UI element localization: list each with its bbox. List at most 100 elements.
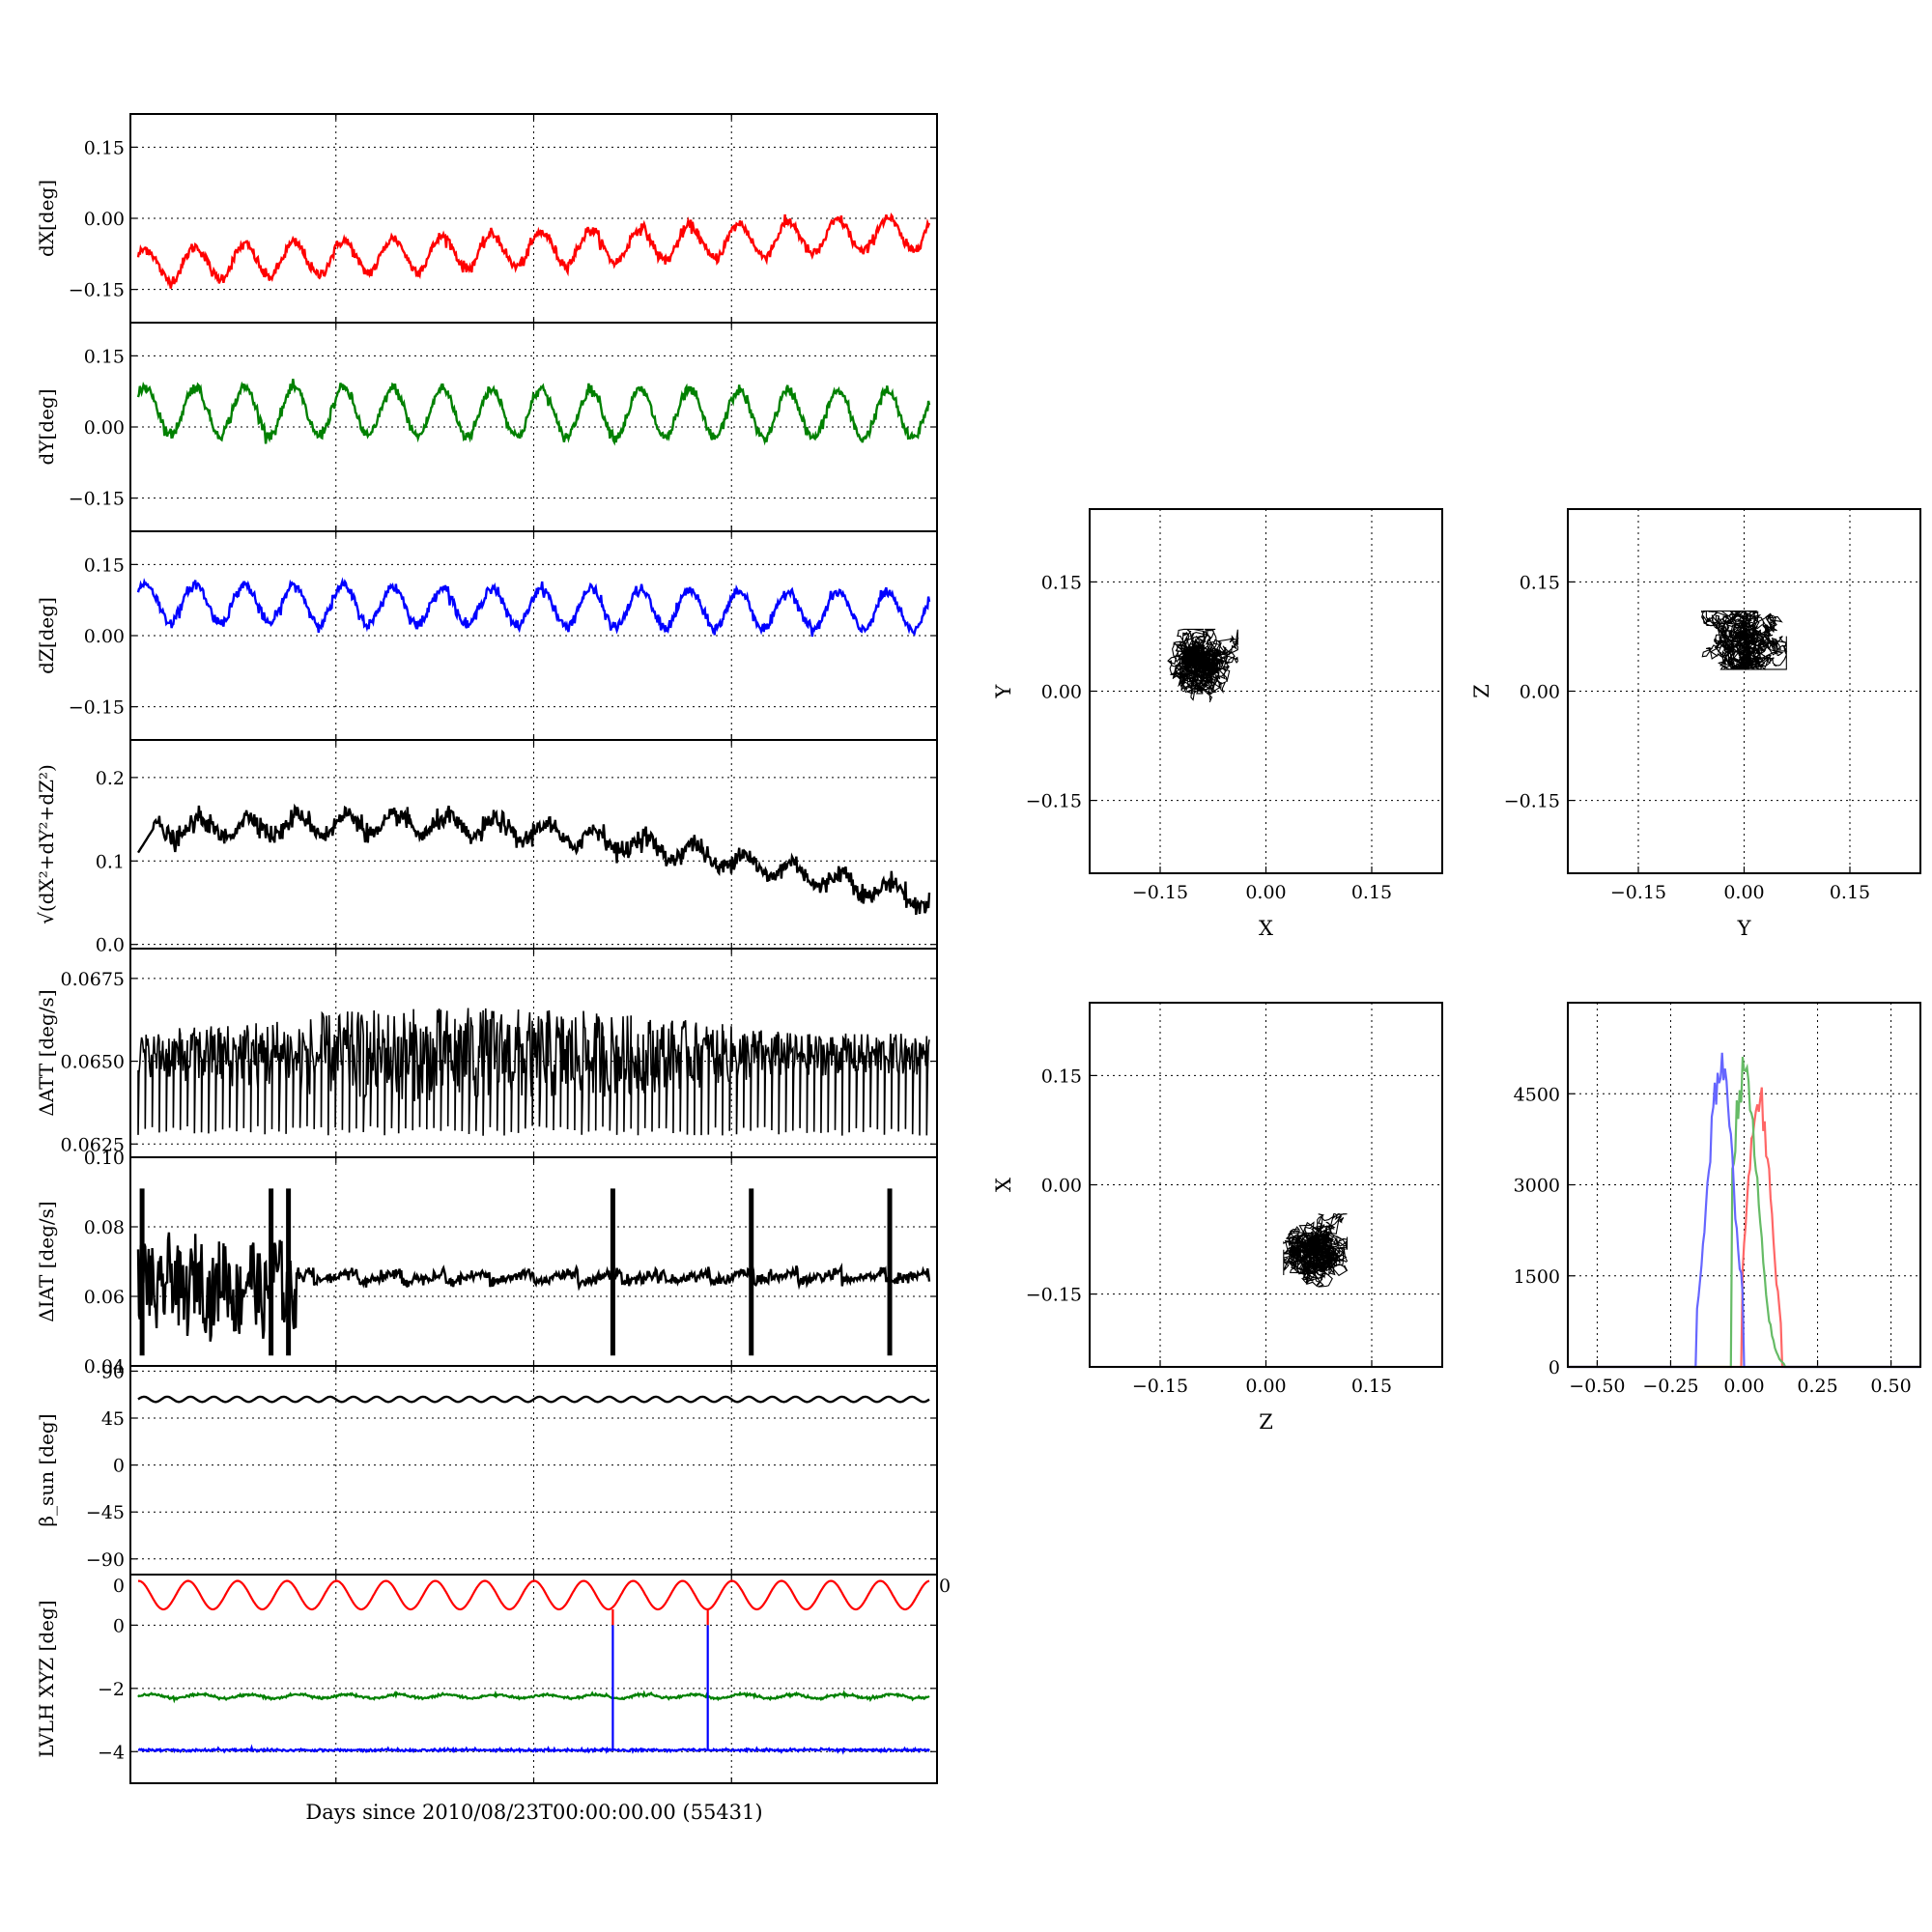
- y-tick-label: 0.1: [96, 851, 125, 872]
- y-axis-label: Y: [992, 683, 1015, 698]
- y-tick-label: 0.00: [84, 417, 125, 439]
- series-line: [137, 1395, 930, 1404]
- y-tick-label: 0.15: [1041, 1065, 1082, 1087]
- y-axis-label: X: [992, 1178, 1015, 1192]
- x-tick-label: 0.00: [1723, 1376, 1764, 1397]
- y-tick-label: −45: [86, 1502, 125, 1523]
- y-tick-label: 0.00: [1041, 682, 1082, 703]
- y-tick-label: −0.15: [69, 280, 125, 301]
- y-tick-label: 0.0675: [61, 969, 125, 990]
- y-tick-label: 4500: [1514, 1084, 1560, 1105]
- subplot-frame: [1089, 1002, 1443, 1368]
- y-tick-label: 0.04: [84, 1356, 125, 1378]
- y-tick-label: −0.15: [69, 489, 125, 510]
- x-tick-label: −0.15: [1610, 882, 1666, 903]
- scatter-trace: [1167, 628, 1239, 703]
- x-axis-label: X: [1259, 917, 1273, 940]
- y-tick-label: −90: [86, 1549, 125, 1571]
- y-tick-label: −0.15: [1026, 1285, 1082, 1306]
- y-tick-label: 0.2: [96, 768, 125, 789]
- x-tick-label: 0.25: [1797, 1376, 1837, 1397]
- scatter-trace: [1283, 1213, 1349, 1288]
- x-axis-label: Z: [1259, 1410, 1273, 1434]
- y-axis-label: dY[deg]: [35, 388, 58, 465]
- y-tick-label: 0.15: [84, 554, 125, 576]
- y-tick-label: 0: [1548, 1357, 1560, 1378]
- y-tick-label: −2: [98, 1679, 125, 1700]
- lvlh-z-line: [137, 1744, 930, 1755]
- y-tick-label: 0.15: [1520, 572, 1560, 593]
- series-line: [136, 577, 931, 638]
- x-tick-label: 0.15: [1351, 882, 1392, 903]
- y-tick-label: 45: [101, 1408, 125, 1430]
- lvlh-x-line: [138, 1579, 930, 1611]
- subplot-frame: [1089, 508, 1443, 874]
- y-tick-label: 1500: [1514, 1266, 1560, 1288]
- timeseries-stack: 0.150.00−0.15dX[deg]0.150.00−0.15dY[deg]…: [35, 113, 951, 1784]
- y-tick-label: 90: [101, 1361, 125, 1382]
- subplot-4: −0.50 −0.25 0.00 0.25 0.50 0 1500 3000 4500: [1514, 1002, 1921, 1397]
- y-axis-label: √(dX²+dY²+dZ²): [35, 764, 58, 924]
- y-tick-label: 0.00: [84, 626, 125, 647]
- series-line: [136, 1232, 931, 1342]
- y-tick-label: 0.0650: [61, 1052, 125, 1073]
- y-tick-label: 0.10: [84, 1148, 125, 1169]
- timeseries-x-axis-label: Days since 2010/08/23T00:00:00.00 (55431…: [305, 1801, 762, 1824]
- panel-dY: 0.15 0.00 −0.15 dY[deg]: [35, 322, 938, 532]
- panel-dX: 0.15 0.00 −0.15 dX[deg]: [35, 113, 938, 324]
- y-tick-label: −0.15: [1026, 791, 1082, 812]
- x-tick-label: 0.15: [1351, 1376, 1392, 1397]
- y-axis-label: ΔIAT [deg/s]: [35, 1201, 58, 1321]
- y-tick-label: 0.00: [1041, 1176, 1082, 1197]
- y-axis-label: dX[deg]: [35, 180, 58, 257]
- subplot-frame: [1567, 1002, 1921, 1368]
- y-tick-label: 0: [113, 1615, 125, 1636]
- subplot-2: −0.15 0.00 0.15 −0.15 0.00 0.15 Y Z: [1470, 508, 1921, 940]
- y-tick-label: 0.0625: [61, 1134, 125, 1155]
- subplot-frame: [1567, 508, 1921, 874]
- x-tick-label: −0.25: [1642, 1376, 1698, 1397]
- lvlh-y-line: [137, 1690, 930, 1704]
- x-tick-label: −0.15: [1132, 1376, 1188, 1397]
- series-line: [137, 1008, 930, 1136]
- top-tick-label: 0: [113, 1576, 125, 1597]
- panel-norm: 0.2 0.1 0.0 √(dX²+dY²+dZ²): [35, 739, 938, 956]
- y-tick-label: 3000: [1514, 1176, 1560, 1197]
- y-tick-label: 0.15: [84, 137, 125, 158]
- y-axis-label: ΔATT [deg/s]: [35, 989, 58, 1116]
- y-axis-label: β_sun [deg]: [35, 1414, 58, 1527]
- y-tick-label: 0: [113, 1456, 125, 1477]
- y-tick-label: −4: [98, 1742, 125, 1763]
- right-edge-label: 0: [939, 1576, 951, 1597]
- x-tick-label: 0.00: [1723, 882, 1764, 903]
- x-tick-label: 0.50: [1870, 1376, 1911, 1397]
- y-tick-label: −0.15: [1504, 791, 1560, 812]
- panel-dZ: 0.15 0.00 −0.15 dZ[deg]: [35, 530, 938, 741]
- y-tick-label: 0.0: [96, 935, 125, 956]
- y-tick-label: −0.15: [69, 697, 125, 719]
- panel-lvlh: 0 −2 −4 LVLH XYZ [deg] 0: [35, 1574, 938, 1784]
- scatter-panels: −0.15 0.00 0.15 −0.15 0.00 0.15 X Y −0.15 0.00 0.1…: [992, 508, 1921, 1434]
- x-tick-label: 0.00: [1245, 882, 1286, 903]
- y-tick-label: 0.08: [84, 1217, 125, 1238]
- x-tick-label: 0.00: [1245, 1376, 1286, 1397]
- x-tick-label: −0.15: [1132, 882, 1188, 903]
- y-axis-label: dZ[deg]: [35, 597, 58, 674]
- x-tick-label: 0.15: [1830, 882, 1870, 903]
- y-tick-label: 0.15: [84, 346, 125, 367]
- y-tick-label: 0.15: [1041, 572, 1082, 593]
- scatter-trace: [1701, 610, 1788, 670]
- series-line: [136, 803, 931, 916]
- y-tick-label: 0.06: [84, 1287, 125, 1308]
- panel-frame: [129, 1574, 938, 1784]
- histogram-series-3: [1568, 1052, 1920, 1369]
- series-line: [136, 213, 931, 289]
- x-axis-label: Y: [1737, 917, 1752, 940]
- x-tick-label: −0.50: [1569, 1376, 1625, 1397]
- y-tick-label: 0.00: [1520, 682, 1560, 703]
- y-axis-label: LVLH XYZ [deg]: [35, 1600, 58, 1757]
- y-axis-label: Z: [1470, 684, 1493, 698]
- panel-beta: 90 45 0 −45 −90 β_sun [deg]: [35, 1361, 938, 1576]
